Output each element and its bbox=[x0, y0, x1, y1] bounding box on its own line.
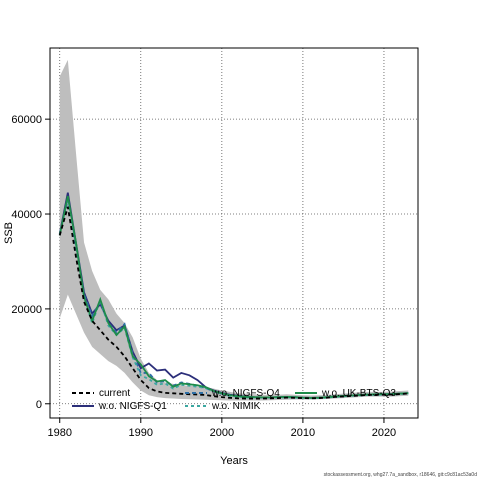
y-tick-label: 20000 bbox=[11, 304, 42, 316]
legend-label: current bbox=[99, 388, 130, 399]
x-tick-label: 2000 bbox=[210, 427, 234, 439]
series-line bbox=[58, 195, 409, 399]
legend-label: w.o. NIGFS-Q4 bbox=[211, 388, 280, 399]
series-line bbox=[58, 199, 409, 399]
x-tick-label: 1980 bbox=[47, 427, 71, 439]
x-tick-label: 1990 bbox=[129, 427, 153, 439]
y-tick-label: 60000 bbox=[11, 114, 42, 126]
series-lines bbox=[58, 192, 409, 400]
y-axis-title: SSB bbox=[3, 222, 15, 244]
legend: current w.o. NIGFS-Q1 w.o. NIGFS-Q4 w.o. NI… bbox=[72, 388, 396, 412]
x-axis-title: Years bbox=[220, 455, 248, 467]
series-line bbox=[58, 192, 409, 399]
y-tick-label: 40000 bbox=[11, 209, 42, 221]
footer-credit: stockassessment.org, whg27.7a_sandbox, r… bbox=[323, 472, 477, 478]
legend-label: w.o. UK-BTS-Q3 bbox=[321, 388, 396, 399]
series-line bbox=[58, 197, 409, 400]
axes: 1980 1990 2000 2010 2020 0 20000 40000 60000 bbox=[11, 114, 396, 439]
x-tick-label: 2010 bbox=[291, 427, 315, 439]
legend-label: w.o. NIGFS-Q1 bbox=[98, 401, 167, 412]
y-tick-label: 0 bbox=[36, 399, 42, 411]
legend-label: w.o. NIMIK bbox=[211, 401, 261, 412]
plot-frame bbox=[49, 47, 419, 419]
grid-lines bbox=[50, 48, 418, 418]
x-tick-label: 2020 bbox=[372, 427, 396, 439]
confidence-band bbox=[59, 59, 409, 401]
series-line bbox=[58, 206, 409, 400]
